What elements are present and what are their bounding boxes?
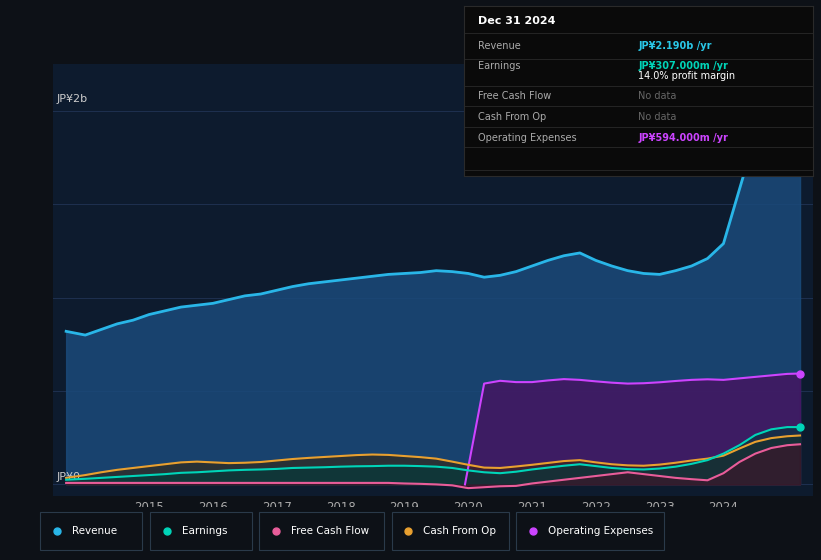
Text: Earnings: Earnings: [181, 526, 227, 535]
Text: Operating Expenses: Operating Expenses: [478, 133, 576, 143]
Text: No data: No data: [639, 111, 677, 122]
Text: JP¥2b: JP¥2b: [57, 94, 88, 104]
Text: Cash From Op: Cash From Op: [478, 111, 546, 122]
Text: Revenue: Revenue: [478, 41, 521, 51]
Text: Operating Expenses: Operating Expenses: [548, 526, 654, 535]
Text: Revenue: Revenue: [72, 526, 117, 535]
Text: 14.0% profit margin: 14.0% profit margin: [639, 71, 736, 81]
Text: No data: No data: [639, 91, 677, 101]
Text: JP¥0: JP¥0: [57, 472, 80, 482]
Text: JP¥307.000m /yr: JP¥307.000m /yr: [639, 61, 728, 71]
Text: Free Cash Flow: Free Cash Flow: [478, 91, 551, 101]
Text: JP¥2.190b /yr: JP¥2.190b /yr: [639, 41, 712, 51]
Text: Cash From Op: Cash From Op: [424, 526, 497, 535]
Text: Earnings: Earnings: [478, 61, 521, 71]
Text: Free Cash Flow: Free Cash Flow: [291, 526, 369, 535]
Text: JP¥594.000m /yr: JP¥594.000m /yr: [639, 133, 728, 143]
Text: Dec 31 2024: Dec 31 2024: [478, 16, 555, 26]
